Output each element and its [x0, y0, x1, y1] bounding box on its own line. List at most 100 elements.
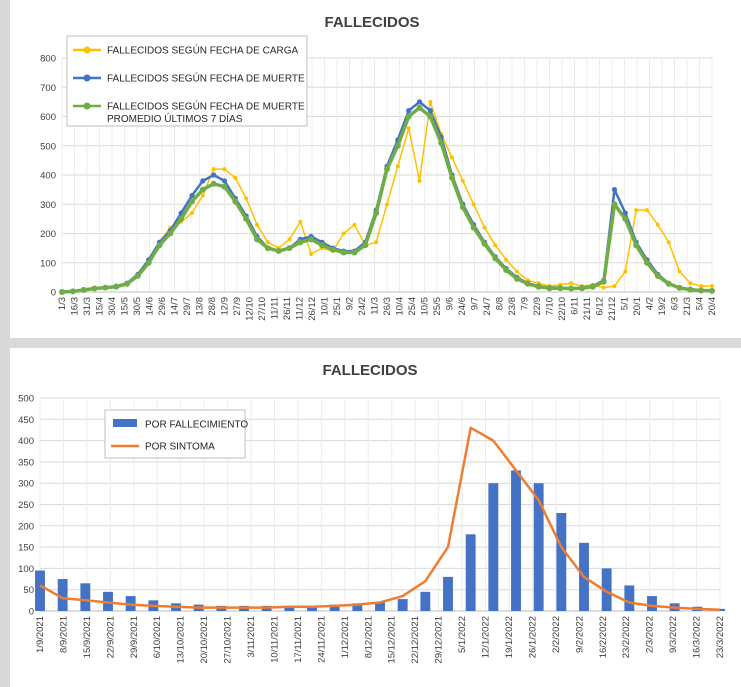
- x-tick-label: 16/2/2022: [598, 616, 609, 658]
- bar: [556, 513, 567, 611]
- x-tick-label: 24/2: [357, 297, 368, 316]
- x-tick-label: 9/2: [345, 297, 356, 310]
- x-tick-label: 10/1: [320, 297, 331, 316]
- data-point: [406, 108, 412, 114]
- bar: [715, 608, 725, 611]
- y-tick-label: 400: [40, 171, 56, 182]
- data-point: [623, 269, 628, 274]
- bar: [533, 483, 544, 611]
- y-tick-label: 0: [51, 288, 56, 299]
- bar: [511, 470, 521, 611]
- data-point: [244, 196, 249, 201]
- y-tick-label: 350: [18, 457, 34, 468]
- x-tick-label: 21/12: [607, 297, 618, 321]
- x-tick-label: 16/3/2022: [692, 616, 703, 658]
- data-point: [634, 208, 639, 213]
- data-point: [482, 225, 487, 230]
- data-point: [459, 204, 466, 211]
- data-point: [633, 242, 640, 249]
- data-point: [309, 251, 314, 256]
- bar: [397, 599, 408, 611]
- data-point: [601, 285, 606, 290]
- x-tick-label: 27/9: [232, 297, 243, 316]
- x-tick-label: 10/5: [420, 297, 431, 316]
- data-point: [145, 259, 152, 266]
- data-point: [113, 283, 120, 290]
- data-point: [211, 167, 216, 172]
- x-tick-label: 14/7: [170, 297, 181, 316]
- data-point: [124, 280, 130, 287]
- series-3: [59, 104, 715, 295]
- legend: FALLECIDOS SEGÚN FECHA DE CARGA FALLECIDO…: [66, 35, 308, 127]
- data-point: [298, 219, 303, 224]
- legend-box: [104, 409, 246, 459]
- y-tick-label: 500: [18, 394, 34, 405]
- y-tick-label: 450: [18, 415, 34, 426]
- x-tick-label: 15/12/2021: [387, 616, 398, 664]
- data-point: [265, 240, 270, 245]
- x-tick-label: 10/4: [395, 297, 406, 316]
- legend-label: POR FALLECIMIENTO: [145, 420, 248, 431]
- bar: [329, 604, 340, 611]
- data-point: [492, 255, 499, 262]
- data-point: [59, 289, 65, 295]
- data-point: [589, 283, 596, 290]
- data-point: [654, 272, 661, 279]
- x-tick-label: 31/3: [82, 297, 93, 316]
- data-point: [255, 222, 259, 227]
- bar: [284, 605, 295, 611]
- x-tick-label: 6/11: [570, 297, 581, 315]
- x-tick-label: 7/10: [545, 297, 556, 316]
- x-tick-label: 15/9/2021: [82, 616, 93, 658]
- data-point: [622, 215, 629, 222]
- legend-marker: [83, 46, 91, 54]
- data-point: [688, 281, 693, 286]
- data-point: [319, 242, 325, 249]
- data-point: [211, 172, 217, 178]
- x-tick-label: 25/5: [432, 297, 443, 316]
- bar: [443, 576, 453, 611]
- x-tick-label: 11/3: [370, 297, 381, 315]
- data-point: [102, 284, 109, 291]
- data-point: [190, 211, 194, 216]
- x-tick-label: 25/4: [407, 297, 418, 316]
- y-tick-label: 250: [18, 500, 34, 511]
- data-point: [645, 208, 649, 213]
- y-tick-label: 300: [18, 479, 34, 490]
- y-tick-label: 0: [29, 607, 34, 618]
- x-tick-label: 24/6: [457, 297, 468, 316]
- data-point: [221, 183, 228, 190]
- data-point: [416, 99, 423, 105]
- legend-label: FALLECIDOS SEGÚN FECHA DE MUERTE: [107, 72, 305, 85]
- legend-label: POR SINTOMA: [145, 442, 215, 453]
- x-tick-label: 26/3: [382, 297, 393, 316]
- data-point: [199, 186, 206, 193]
- x-tick-label: 17/11/2021: [293, 616, 304, 663]
- bar: [624, 585, 635, 611]
- data-point: [676, 284, 683, 291]
- x-tick-label: 30/5: [132, 297, 143, 316]
- data-point: [156, 242, 163, 249]
- data-point: [384, 166, 390, 173]
- x-tick-label: 9/2/2022: [574, 616, 585, 653]
- data-point: [80, 286, 87, 293]
- y-tick-label: 400: [18, 436, 34, 447]
- series-line: [39, 426, 721, 611]
- legend-label-cont: PROMEDIO ÚLTIMOS 7 DÍAS: [107, 112, 243, 125]
- data-point: [374, 240, 379, 245]
- data-point: [340, 249, 347, 256]
- x-tick-label: 23/3/2022: [715, 616, 726, 658]
- x-tick-label: 10/11/2021: [269, 616, 280, 663]
- y-tick-label: 200: [18, 521, 34, 532]
- y-tick-label: 100: [40, 258, 56, 269]
- data-point: [254, 236, 260, 243]
- data-point: [243, 215, 250, 222]
- data-point: [417, 178, 422, 183]
- y-tick-label: 600: [40, 112, 56, 123]
- data-point: [438, 139, 445, 146]
- chart-1: FALLECIDOS 0 100 200 300 400 500 600 700 800 1/3 16…: [40, 14, 718, 321]
- x-tick-label: 11/12: [295, 297, 306, 320]
- data-point: [406, 126, 411, 131]
- x-tick-label: 16/3: [70, 297, 81, 316]
- data-point: [286, 245, 293, 252]
